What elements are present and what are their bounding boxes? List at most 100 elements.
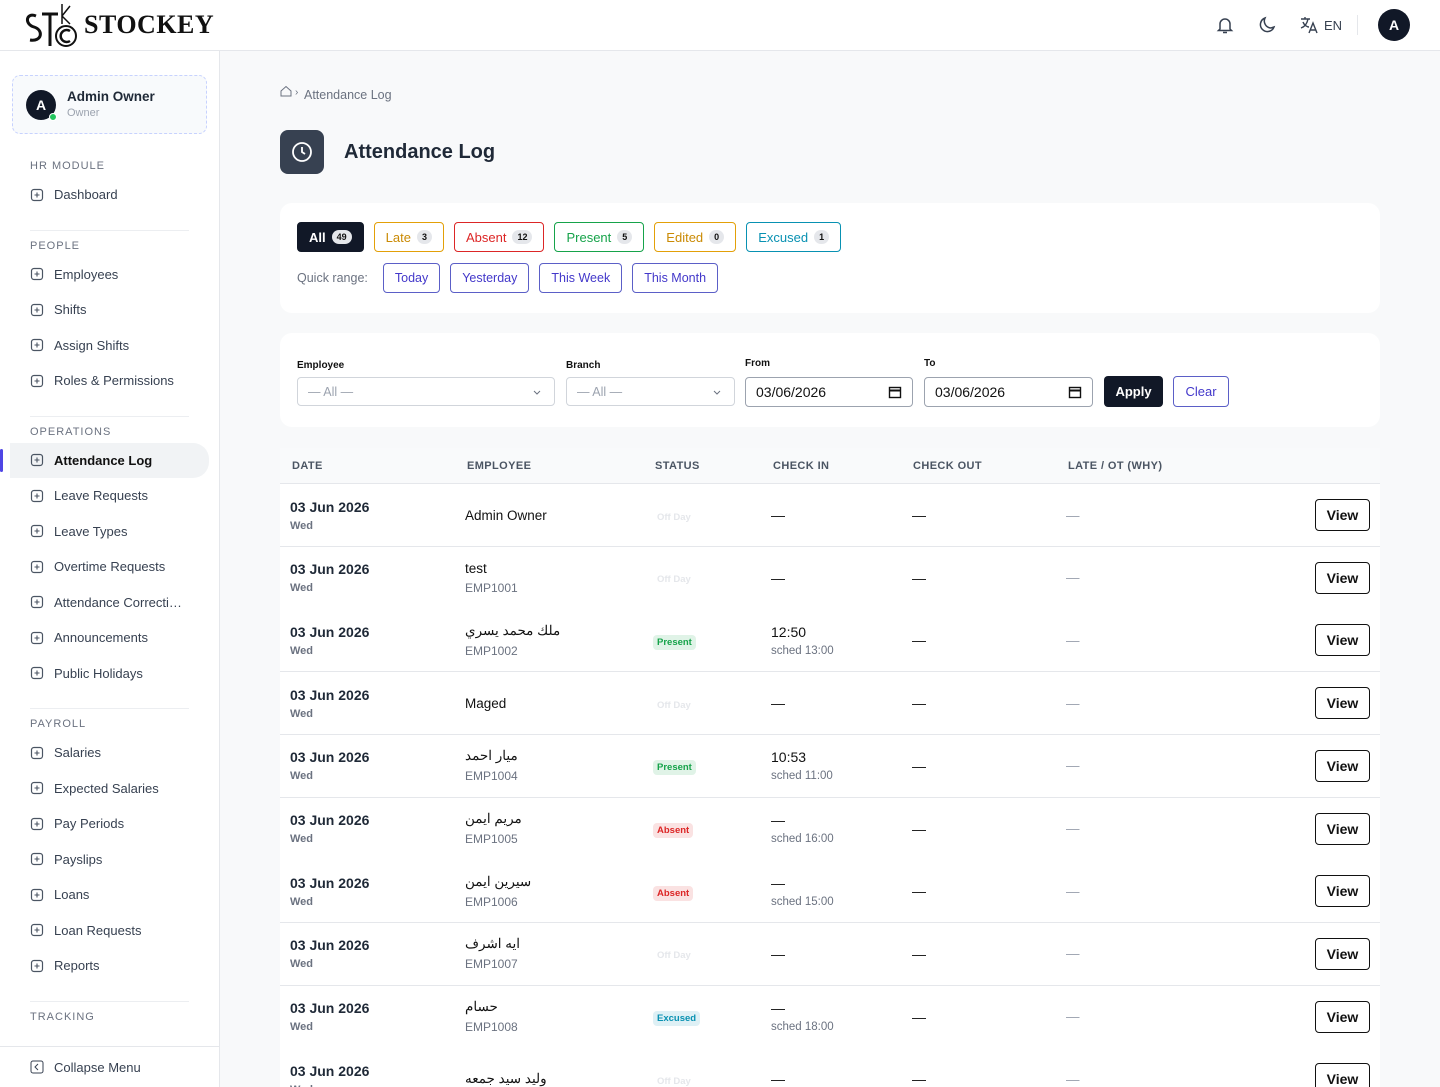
calendar (888, 386, 902, 399)
apply-button[interactable]: Apply (1104, 376, 1163, 407)
user-role: Owner (67, 107, 100, 119)
icon-shape (30, 782, 44, 795)
late-cell: — (1066, 798, 1080, 860)
check-in: — (771, 945, 785, 962)
field-label: Branch (566, 360, 601, 371)
check-out-cell: — (912, 1048, 926, 1087)
icon-detail (34, 785, 40, 791)
status-badge: Off Day (657, 511, 691, 523)
view-button[interactable]: View (1315, 499, 1370, 531)
nav-item[interactable]: Announcements (10, 620, 209, 656)
breadcrumb-sep: › (295, 87, 299, 98)
icon-box (30, 1060, 44, 1074)
field-input[interactable]: — All — (566, 377, 735, 406)
chip-count: 1 (814, 230, 830, 244)
theme-icon[interactable] (1257, 15, 1277, 35)
quick-range-button[interactable]: Today (382, 263, 441, 293)
view-button[interactable]: View (1315, 812, 1370, 845)
nav-item[interactable]: Attendance Correcti… (10, 585, 209, 621)
field-input[interactable]: — All — (297, 377, 555, 406)
status-badge: Present (653, 634, 696, 650)
status-chip[interactable]: Present 5 (554, 222, 645, 252)
avatar[interactable]: A (1378, 9, 1410, 41)
icon (30, 268, 44, 281)
nav-item[interactable]: Public Holidays (10, 656, 209, 692)
status-chip[interactable]: All 49 (297, 222, 364, 252)
nav-item[interactable]: Reports (10, 948, 209, 984)
view-button[interactable]: View (1315, 937, 1370, 970)
quick-range-button[interactable]: This Week (539, 263, 623, 293)
nav-item[interactable]: Employees (10, 257, 209, 293)
nav-item[interactable]: Loans (10, 877, 209, 913)
status-chip[interactable]: Absent 12 (453, 222, 545, 252)
view-button[interactable]: View (1315, 687, 1370, 720)
status-chip[interactable]: Excused 1 (746, 222, 842, 252)
status-cell: Present (653, 611, 696, 673)
nav-item[interactable]: Roles & Permissions (10, 363, 209, 399)
check-in: — (771, 1071, 785, 1087)
check-in-cell: — (771, 923, 785, 985)
check-in: 12:50 (771, 623, 807, 640)
home-icon[interactable] (280, 85, 292, 97)
late-cell: — (1066, 484, 1080, 546)
check-out-cell: — (912, 860, 926, 922)
view-button[interactable]: View (1315, 1063, 1370, 1087)
nav-item[interactable]: Pay Periods (10, 806, 209, 842)
nav-item[interactable]: Leave Requests (10, 478, 209, 514)
status-badge: Off Day (657, 699, 691, 711)
employee-name: سيرين ايمن (465, 873, 532, 889)
bell-icon[interactable] (1215, 15, 1235, 35)
icon-detail (34, 528, 40, 534)
nav-section: PEOPLE Employees Shifts Assign Shifts Roles … (0, 235, 219, 399)
nav-item[interactable]: Loan Requests (10, 913, 209, 949)
nav-item[interactable]: Dashboard (10, 177, 209, 213)
status-chip[interactable]: Late 3 (373, 222, 444, 252)
quick-range-button[interactable]: This Month (632, 263, 719, 293)
weekday: Wed (290, 958, 314, 971)
view-button[interactable]: View (1315, 1000, 1370, 1033)
nav-item[interactable]: Assign Shifts (10, 328, 209, 364)
chip-label: Excused (758, 229, 809, 245)
nav-item[interactable]: Leave Types (10, 514, 209, 550)
view-button[interactable]: View (1315, 749, 1370, 782)
nav-item-label: Shifts (54, 302, 87, 318)
user-card[interactable]: A Admin Owner Owner (12, 75, 207, 134)
icon-detail (34, 963, 40, 969)
nav-separator (30, 708, 189, 709)
status-chip[interactable]: Edited 0 (654, 222, 737, 252)
nav-item[interactable]: Expected Salaries (10, 771, 209, 807)
nav-item[interactable]: Payslips (10, 842, 209, 878)
nav-item[interactable]: Salaries (10, 735, 209, 771)
icon (713, 390, 721, 395)
table-header: DATE EMPLOYEE STATUS CHECK IN CHECK OUT LATE … (280, 448, 1380, 484)
late-ot: — (1066, 1009, 1080, 1025)
field-input[interactable]: 03/06/2026 (745, 377, 913, 407)
icon-shape (30, 631, 44, 644)
icon (30, 667, 44, 680)
icon-detail (34, 599, 40, 605)
clear-button[interactable]: Clear (1173, 376, 1229, 407)
field-input[interactable]: 03/06/2026 (924, 377, 1093, 407)
icon-detail (34, 493, 40, 499)
nav-item[interactable]: Overtime Requests (10, 549, 209, 585)
clock-hands (301, 147, 306, 155)
icon (30, 924, 44, 937)
column-header: EMPLOYEE (467, 460, 532, 472)
table-row: 03 Jun 2026 Wed ايه اشرف EMP1007 Off Day — — — V… (280, 922, 1380, 986)
view-button[interactable]: View (1315, 624, 1370, 657)
icon (888, 386, 902, 399)
nav-item[interactable]: Attendance Log (0, 442, 209, 478)
quick-range-button[interactable]: Yesterday (450, 263, 530, 293)
translate-icon[interactable] (1299, 15, 1319, 35)
nav-item[interactable]: Shifts (10, 292, 209, 328)
language[interactable]: EN (1324, 18, 1343, 33)
table-row: 03 Jun 2026 Wed وليد سيد جمعه Off Day — — — Vie… (280, 1048, 1380, 1087)
status-cell: Absent (653, 862, 694, 924)
collapse-menu[interactable]: Collapse Menu (0, 1046, 219, 1087)
scheduled-time: sched 11:00 (771, 770, 833, 783)
check-in: — (771, 507, 785, 523)
view-button[interactable]: View (1315, 875, 1370, 908)
late-ot: — (1066, 632, 1080, 648)
check-out: — (912, 945, 926, 962)
view-button[interactable]: View (1315, 561, 1370, 594)
